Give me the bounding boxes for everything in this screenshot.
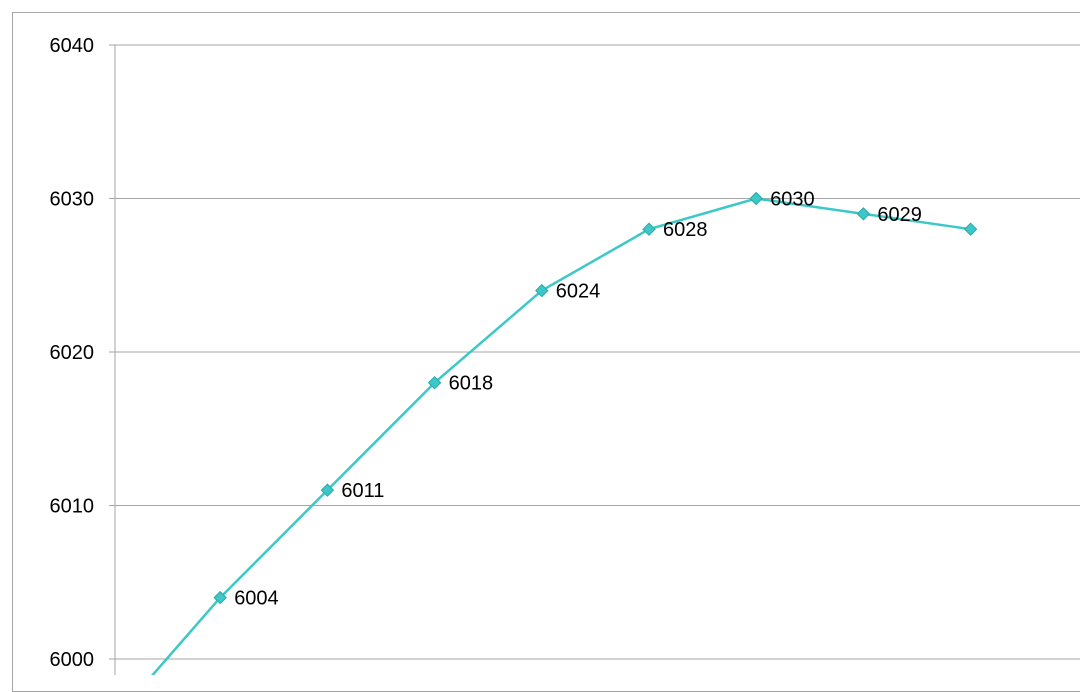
y-tick-label: 6020 bbox=[50, 342, 95, 364]
y-tick-label: 6000 bbox=[50, 649, 95, 671]
y-tick-label: 6040 bbox=[50, 35, 95, 57]
data-label: 6029 bbox=[877, 204, 922, 226]
gridlines bbox=[115, 44, 1080, 660]
data-label: 6030 bbox=[770, 189, 815, 211]
data-labels: 6004 6011 6018 6024 6028 6030 6029 bbox=[234, 189, 922, 610]
data-label: 6004 bbox=[234, 588, 279, 610]
data-point-marker bbox=[427, 375, 442, 390]
data-label: 6024 bbox=[556, 281, 601, 303]
series-line bbox=[150, 191, 978, 675]
data-point-marker bbox=[213, 590, 227, 605]
data-point-marker bbox=[963, 222, 978, 236]
y-axis: 6000 6010 6020 6030 6040 bbox=[50, 35, 116, 675]
data-label: 6018 bbox=[449, 373, 494, 395]
line-chart: 6000 6010 6020 6030 6040 6004 6011 6018 6024 602… bbox=[50, 35, 1080, 675]
data-point-marker bbox=[535, 283, 549, 298]
data-label: 6028 bbox=[663, 219, 708, 241]
y-tick-label: 6030 bbox=[50, 189, 95, 211]
data-label: 6011 bbox=[341, 480, 384, 502]
data-point-marker bbox=[856, 207, 871, 221]
y-tick-label: 6010 bbox=[50, 496, 95, 518]
data-point-marker bbox=[749, 191, 763, 206]
data-point-marker bbox=[642, 222, 656, 236]
data-point-marker bbox=[320, 483, 335, 497]
